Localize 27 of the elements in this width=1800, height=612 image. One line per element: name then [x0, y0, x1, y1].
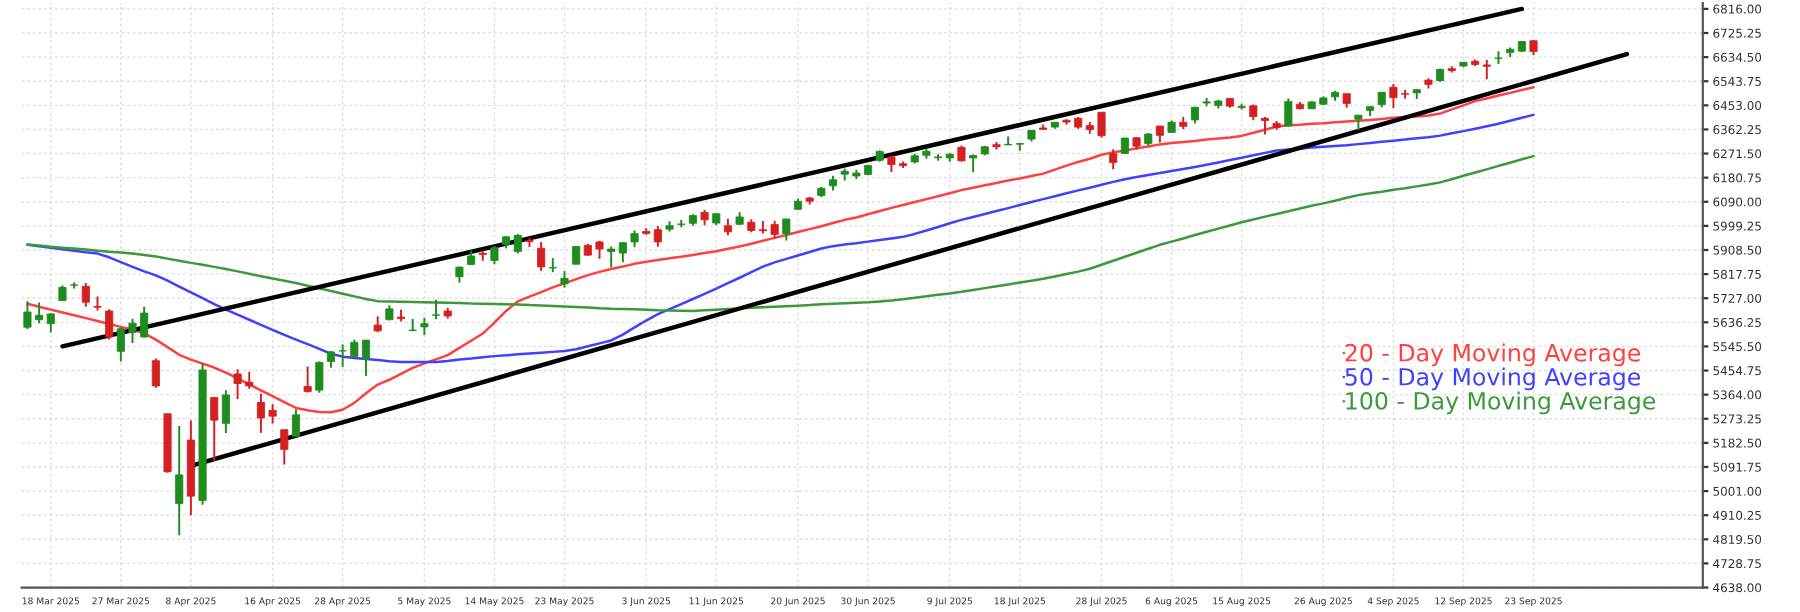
candlestick	[513, 232, 522, 255]
candlestick	[81, 282, 90, 308]
line-series	[26, 113, 1535, 364]
candlestick	[210, 396, 219, 462]
candlestick	[291, 408, 300, 438]
candlestick	[782, 217, 791, 242]
candlestick	[607, 245, 616, 269]
candlestick	[537, 240, 546, 272]
candlestick	[1284, 97, 1293, 128]
candlestick	[1004, 135, 1013, 146]
candlestick	[490, 244, 499, 266]
line-series	[26, 154, 1535, 313]
candlestick	[105, 308, 114, 341]
candlestick	[151, 357, 160, 389]
candlestick	[315, 360, 324, 394]
legend-label: 100 - Day Moving Average	[1346, 391, 1656, 415]
legend-label: 50 - Day Moving Average	[1345, 367, 1641, 391]
candlestick	[175, 425, 184, 537]
candlestick	[1109, 148, 1118, 171]
candlestick	[432, 298, 441, 321]
candlestick	[1482, 58, 1491, 81]
candlestick	[653, 224, 662, 248]
candlestick	[221, 389, 230, 434]
candlestick	[46, 312, 55, 334]
candlestick	[303, 365, 312, 394]
legend-label: 20 - Day Moving Average	[1345, 343, 1641, 367]
candlestick	[280, 428, 289, 466]
